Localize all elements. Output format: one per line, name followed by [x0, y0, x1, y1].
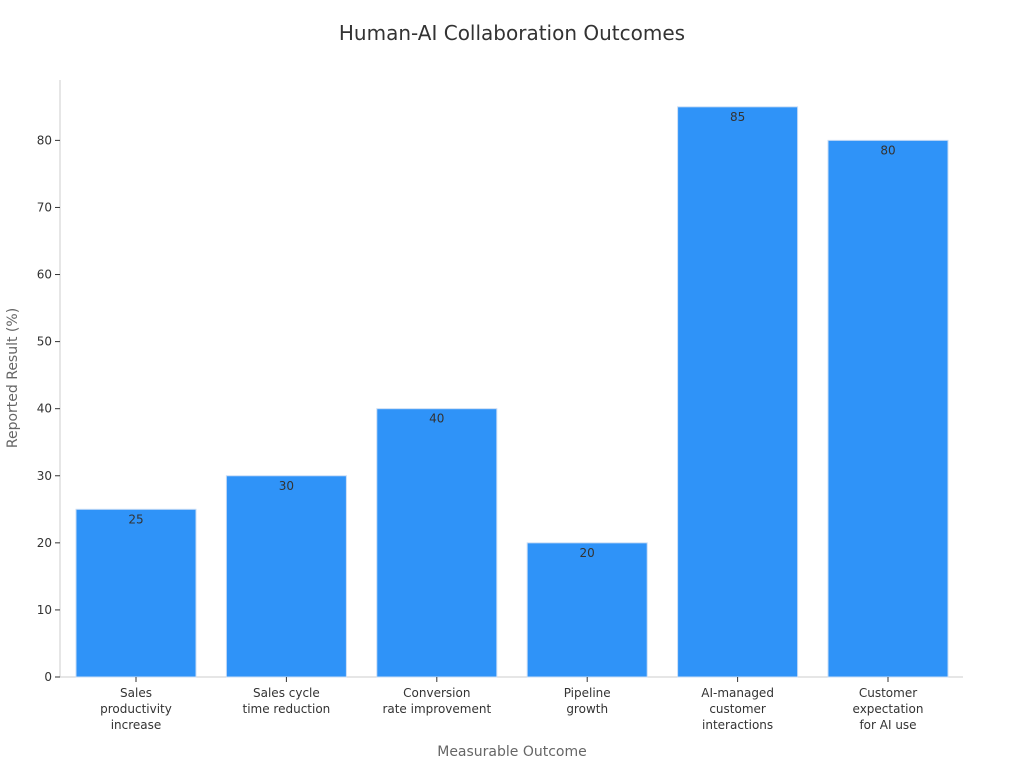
y-tick-label: 20	[37, 536, 52, 550]
x-tick-label-line: rate improvement	[382, 702, 491, 716]
bar-data-label: 40	[429, 412, 444, 426]
bar	[827, 139, 949, 678]
ticks-group: 0 10 20 30 40 50 60 70 80 Sales productivity increa…	[37, 133, 924, 732]
bar-data-label: 80	[880, 143, 895, 157]
bar	[376, 408, 498, 678]
x-tick-label-line: for AI use	[859, 718, 916, 732]
x-tick-label-line: expectation	[853, 702, 924, 716]
y-tick-label: 40	[37, 402, 52, 416]
x-tick-label-line: productivity	[100, 702, 172, 716]
x-tick-label-line: interactions	[702, 718, 773, 732]
bar-data-label: 30	[279, 479, 294, 493]
bar-data-label: 25	[128, 512, 143, 526]
y-tick-label: 30	[37, 469, 52, 483]
bar	[225, 475, 347, 678]
x-tick-label: AI-managed customer interactions	[701, 686, 774, 732]
bar-data-label: 85	[730, 110, 745, 124]
y-tick-label: 60	[37, 268, 52, 282]
x-tick-label-line: customer	[709, 702, 766, 716]
chart-title: Human-AI Collaboration Outcomes	[339, 21, 685, 45]
y-tick-label: 0	[44, 670, 52, 684]
x-tick-label-line: increase	[111, 718, 162, 732]
x-tick-label-line: AI-managed	[701, 686, 774, 700]
x-tick-label-line: Pipeline	[564, 686, 611, 700]
y-tick-label: 80	[37, 133, 52, 147]
bars-group: 25 30 40 20 85 80	[75, 106, 949, 678]
x-tick-label-line: Sales cycle	[253, 686, 320, 700]
x-tick-label-line: Conversion	[403, 686, 470, 700]
y-tick-label: 70	[37, 200, 52, 214]
x-tick-label: Customer expectation for AI use	[853, 686, 924, 732]
x-tick-label-line: growth	[566, 702, 608, 716]
y-tick-label: 10	[37, 603, 52, 617]
x-tick-label: Pipeline growth	[564, 686, 611, 716]
x-axis-label: Measurable Outcome	[437, 744, 587, 760]
x-tick-label: Conversion rate improvement	[382, 686, 491, 716]
y-tick-label: 50	[37, 335, 52, 349]
bar	[75, 508, 197, 678]
x-tick-label: Sales cycle time reduction	[243, 686, 331, 716]
bar	[526, 542, 648, 678]
x-tick-label-line: time reduction	[243, 702, 331, 716]
bar	[677, 106, 799, 678]
x-tick-label: Sales productivity increase	[100, 686, 172, 732]
x-tick-label-line: Customer	[859, 686, 917, 700]
x-tick-label-line: Sales	[120, 686, 152, 700]
y-axis-label: Reported Result (%)	[5, 308, 21, 448]
bar-data-label: 20	[580, 546, 595, 560]
